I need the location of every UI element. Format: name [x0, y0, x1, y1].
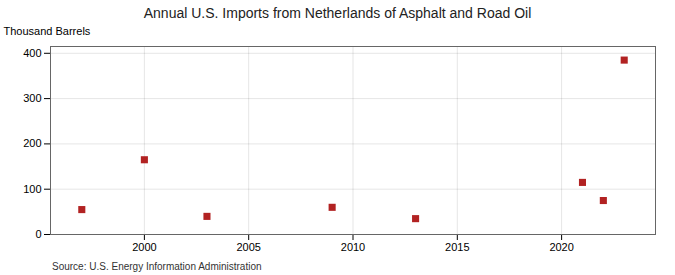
svg-text:0: 0: [35, 228, 41, 240]
svg-text:2000: 2000: [132, 241, 156, 253]
svg-text:2020: 2020: [549, 241, 573, 253]
svg-text:300: 300: [23, 92, 41, 104]
html-text:Source: U.S. Energy Informatio: Source: U.S. Energy Information Administ…: [52, 261, 262, 272]
svg-text:400: 400: [23, 47, 41, 59]
svg-text:Thousand Barrels: Thousand Barrels: [4, 25, 91, 37]
html-text:Annual U.S. Imports from Nethe: Annual U.S. Imports from Netherlands of …: [143, 5, 532, 21]
svg-text:100: 100: [23, 183, 41, 195]
svg-text:2015: 2015: [445, 241, 469, 253]
svg-text:2005: 2005: [236, 241, 260, 253]
svg-text:200: 200: [23, 137, 41, 149]
svg-text:2010: 2010: [341, 241, 365, 253]
